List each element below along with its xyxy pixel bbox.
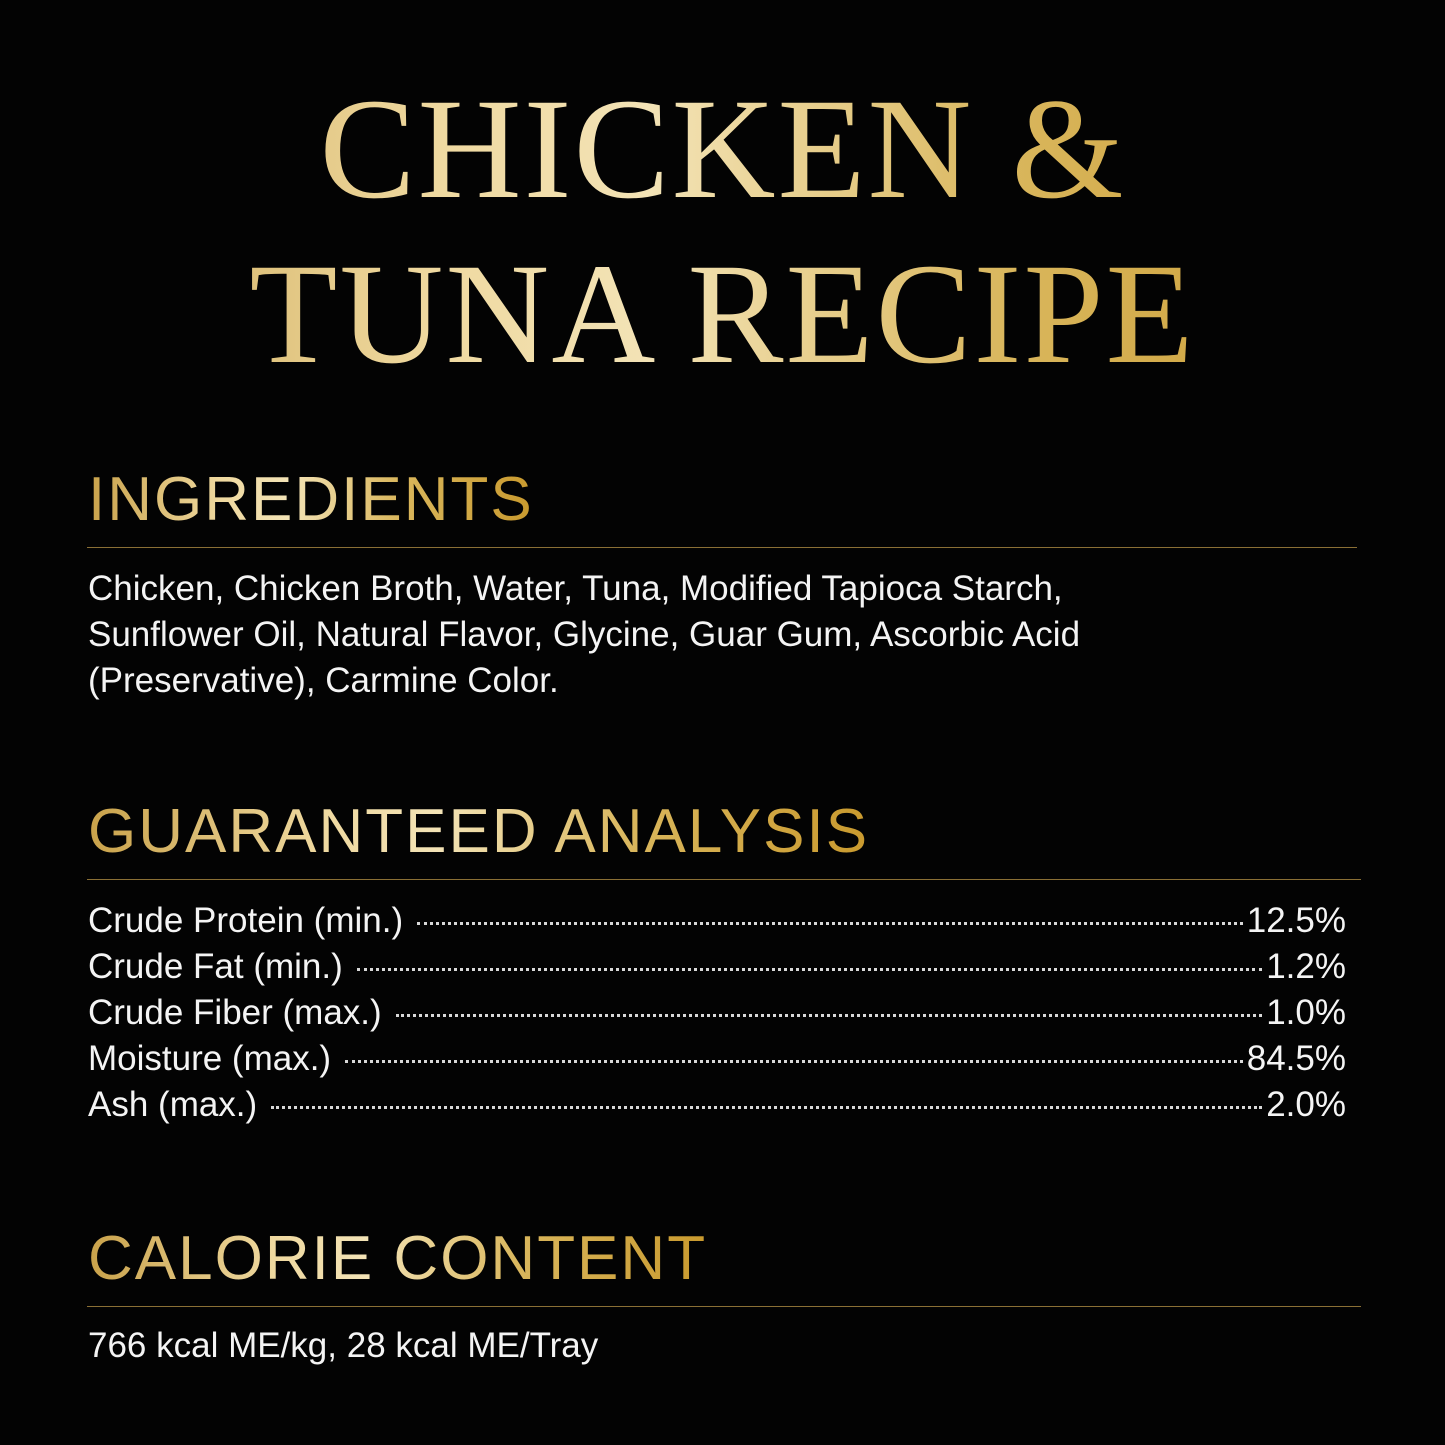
analysis-label: Crude Protein (min.)	[88, 901, 404, 940]
calorie-text: 766 kcal ME/kg, 28 kcal ME/Tray	[88, 1326, 599, 1365]
dot-leader	[395, 1014, 1263, 1017]
dot-leader	[271, 1106, 1263, 1109]
calorie-divider	[87, 1306, 1361, 1307]
analysis-value: 12.5%	[1246, 901, 1346, 940]
ingredients-heading: INGREDIENTS	[88, 465, 534, 534]
analysis-label: Crude Fiber (max.)	[88, 993, 382, 1032]
analysis-divider	[87, 879, 1361, 880]
analysis-label: Ash (max.)	[88, 1085, 258, 1124]
analysis-table: Crude Protein (min.) 12.5% Crude Fat (min…	[88, 898, 1346, 1128]
analysis-row: Ash (max.) 2.0%	[88, 1082, 1346, 1128]
analysis-value: 84.5%	[1246, 1039, 1346, 1078]
dot-leader	[345, 1060, 1243, 1063]
analysis-label: Crude Fat (min.)	[88, 947, 343, 986]
title-line-2: TUNA RECIPE	[0, 243, 1445, 387]
ingredients-line: Sunflower Oil, Natural Flavor, Glycine, …	[88, 615, 1081, 654]
ingredients-line: (Preservative), Carmine Color.	[88, 661, 559, 700]
analysis-heading: GUARANTEED ANALYSIS	[88, 797, 870, 866]
dot-leader	[356, 968, 1263, 971]
analysis-value: 1.2%	[1266, 947, 1346, 986]
analysis-label: Moisture (max.)	[88, 1039, 332, 1078]
analysis-value: 2.0%	[1266, 1085, 1346, 1124]
analysis-row: Moisture (max.) 84.5%	[88, 1036, 1346, 1082]
dot-leader	[417, 922, 1243, 925]
analysis-row: Crude Fiber (max.) 1.0%	[88, 990, 1346, 1036]
calorie-heading: CALORIE CONTENT	[88, 1224, 708, 1293]
ingredients-line: Chicken, Chicken Broth, Water, Tuna, Mod…	[88, 569, 1063, 608]
analysis-row: Crude Protein (min.) 12.5%	[88, 898, 1346, 944]
ingredients-divider	[87, 547, 1357, 548]
analysis-value: 1.0%	[1266, 993, 1346, 1032]
ingredients-text: Chicken, Chicken Broth, Water, Tuna, Mod…	[88, 566, 1288, 704]
analysis-row: Crude Fat (min.) 1.2%	[88, 944, 1346, 990]
title-line-1: CHICKEN &	[0, 78, 1445, 222]
